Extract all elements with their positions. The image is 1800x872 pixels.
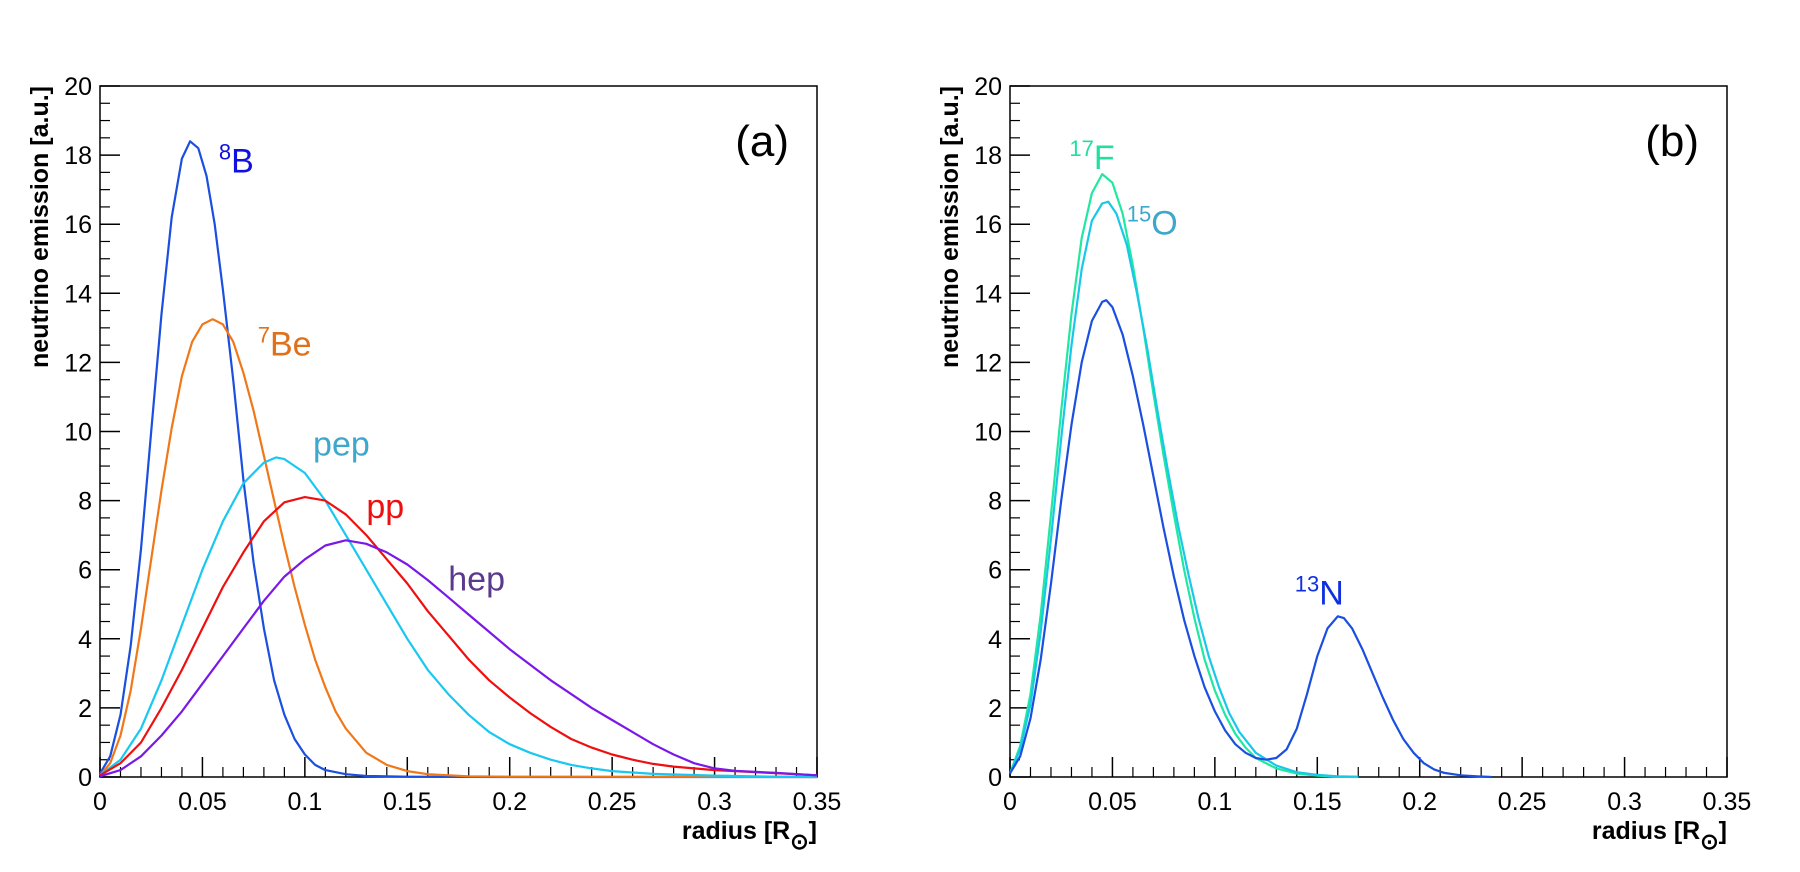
y-tick-label: 12	[974, 349, 1002, 377]
x-tick-label: 0	[93, 788, 107, 816]
plot-frame	[1009, 85, 1728, 778]
series-label-7Be: 7Be	[258, 322, 312, 363]
y-tick-label: 0	[78, 764, 92, 792]
chart-panel-b: 0 0.05 0.1 0.15 0.2 0.25 0.3 0.35 0 2 4 6 8 10 12 14 16 1…	[936, 73, 1751, 854]
y-tick-label: 16	[974, 211, 1002, 239]
panel-label: (b)	[1645, 117, 1699, 166]
series-label-8B: 8B	[219, 139, 254, 180]
chart-panel-a: 0 0.05 0.1 0.15 0.2 0.25 0.3 0.35 0 2 4 6 8 10 12 14 16 1…	[26, 73, 841, 854]
series-label-pep: pep	[313, 426, 370, 464]
y-tick-label: 20	[64, 73, 92, 101]
x-tick-label: 0.35	[793, 788, 842, 816]
y-tick-label: 8	[78, 488, 92, 516]
y-tick-label: 2	[78, 695, 92, 723]
y-tick-label: 2	[988, 695, 1002, 723]
x-tick-label: 0.2	[1402, 788, 1437, 816]
x-tick-label: 0.25	[1498, 788, 1547, 816]
y-tick-label: 4	[988, 626, 1002, 654]
y-tick-label: 6	[988, 557, 1002, 585]
y-axis-title: neutrino emission [a.u.]	[936, 86, 964, 368]
series-label-pp: pp	[366, 488, 404, 526]
y-tick-label: 8	[988, 488, 1002, 516]
series-line-15O	[1008, 200, 1359, 778]
y-tick-label: 6	[78, 557, 92, 585]
x-tick-label: 0	[1003, 788, 1017, 816]
x-tick-label: 0.15	[1293, 788, 1342, 816]
y-tick-label: 14	[64, 280, 92, 308]
y-tick-label: 14	[974, 280, 1002, 308]
series-line-pep	[99, 456, 818, 779]
y-tick-label: 0	[988, 764, 1002, 792]
series-line-13N	[1009, 299, 1492, 779]
panel-label: (a)	[735, 117, 789, 166]
series-label-13N: 13N	[1295, 571, 1344, 612]
x-tick-label: 0.05	[178, 788, 227, 816]
series-line-8B	[99, 140, 817, 779]
series-line-17F	[1008, 173, 1359, 779]
x-tick-label: 0.3	[697, 788, 732, 816]
plot-frame	[99, 85, 818, 778]
series-line-7Be	[99, 318, 818, 779]
y-tick-label: 10	[974, 419, 1002, 447]
x-axis-title: radius [R⊙]	[1592, 817, 1727, 854]
y-tick-label: 4	[78, 626, 92, 654]
y-tick-label: 16	[64, 211, 92, 239]
x-tick-label: 0.35	[1703, 788, 1752, 816]
series-label-15O: 15O	[1127, 202, 1178, 243]
y-tick-label: 18	[64, 142, 92, 170]
x-tick-label: 0.1	[287, 788, 322, 816]
x-tick-label: 0.15	[383, 788, 432, 816]
series-label-hep: hep	[448, 560, 505, 598]
y-axis-title: neutrino emission [a.u.]	[26, 86, 54, 368]
series-line-pp	[99, 496, 818, 777]
y-tick-label: 10	[64, 419, 92, 447]
x-tick-label: 0.3	[1607, 788, 1642, 816]
y-tick-label: 20	[974, 73, 1002, 101]
x-tick-label: 0.1	[1197, 788, 1232, 816]
y-tick-label: 18	[974, 142, 1002, 170]
series-label-17F: 17F	[1069, 136, 1114, 177]
series-line-hep	[99, 539, 818, 778]
x-tick-label: 0.2	[492, 788, 527, 816]
y-tick-label: 12	[64, 349, 92, 377]
x-tick-label: 0.25	[588, 788, 637, 816]
x-tick-label: 0.05	[1088, 788, 1137, 816]
x-axis-title: radius [R⊙]	[682, 817, 817, 854]
